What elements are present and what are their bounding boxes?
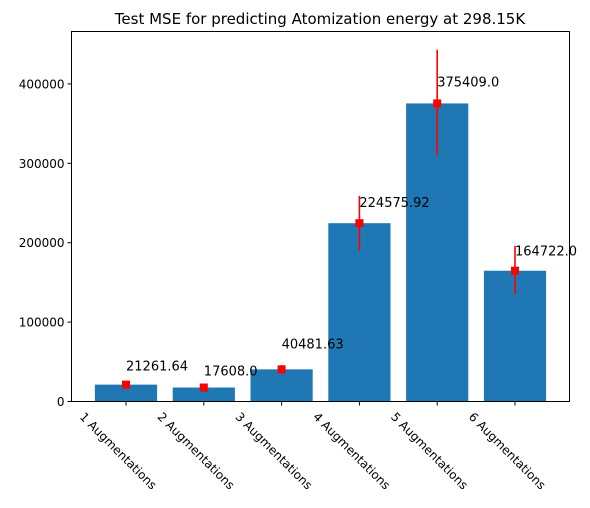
data-label: 375409.0 — [437, 75, 499, 90]
bar — [250, 369, 313, 402]
data-point-marker — [511, 266, 519, 275]
x-tick-label: 1 Augmentations — [77, 410, 160, 493]
chart-title: Test MSE for predicting Atomization ener… — [114, 10, 527, 28]
data-label: 164722.0 — [515, 245, 577, 260]
data-label: 17608.0 — [204, 365, 258, 380]
x-tick-label: 4 Augmentations — [310, 410, 393, 493]
data-point-marker — [277, 365, 286, 374]
plot-area: 0 100000 200000 300000 400000 21261.64 17608.0… — [19, 49, 577, 493]
y-tick-label: 300000 — [19, 157, 65, 171]
data-point-marker — [355, 219, 364, 228]
y-tick-label: 200000 — [19, 236, 65, 250]
bar — [328, 223, 391, 402]
data-label: 40481.63 — [282, 337, 344, 352]
x-tick-label: 2 Augmentations — [155, 410, 238, 493]
axes-frame — [71, 31, 570, 402]
x-tick-label: 6 Augmentations — [466, 410, 549, 493]
y-tick-label: 0 — [57, 395, 65, 409]
bar — [94, 384, 158, 402]
bar — [172, 387, 235, 402]
data-point-marker — [122, 380, 130, 389]
y-tick-label: 400000 — [19, 77, 65, 91]
data-point-marker — [199, 383, 208, 392]
x-tick-label: 5 Augmentations — [388, 410, 471, 493]
y-tick-label: 100000 — [19, 316, 65, 330]
data-point-marker — [433, 99, 442, 108]
data-label: 224575.92 — [359, 196, 429, 211]
x-tick-label: 3 Augmentations — [232, 410, 315, 493]
data-label: 21261.64 — [126, 360, 188, 375]
